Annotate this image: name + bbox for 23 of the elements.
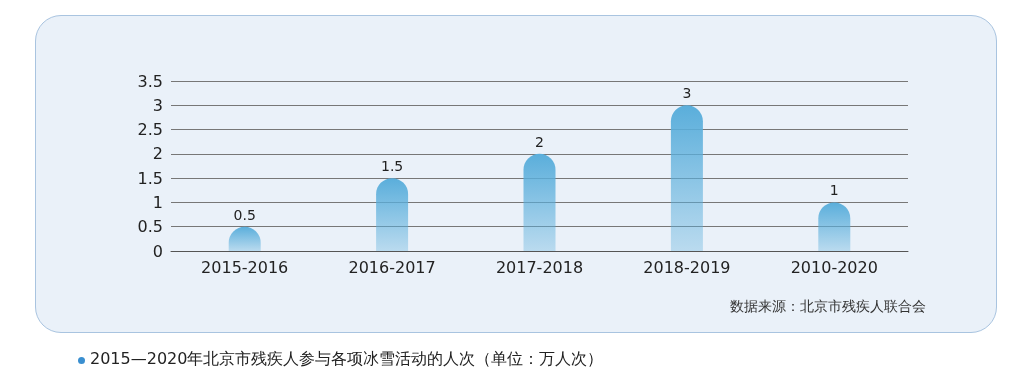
y-tick-label: 1.5 [137,168,163,188]
x-tick-label: 2018-2019 [643,257,731,277]
y-tick-label: 0.5 [137,217,163,237]
y-tick-label: 2.5 [137,120,163,140]
data-label: 2 [535,133,544,150]
bar [376,178,409,251]
y-tick-label: 0 [152,241,163,261]
y-tick-label: 1 [152,192,163,212]
y-tick-label: 3 [152,95,163,115]
source-note: 数据来源：北京市残疾人联合会 [730,298,926,316]
x-tick-label: 2010-2020 [790,257,878,277]
data-label: 1.5 [380,158,404,175]
bar [523,153,556,251]
x-tick-label: 2015-2016 [201,257,289,277]
bar [670,105,703,251]
data-label: 1 [829,182,839,199]
data-label: 3 [682,85,692,102]
text: 2015—2020年北京市残疾人参与各项冰雪活动的人次（单位：万人次） [90,349,604,370]
x-tick-label: 2017-2018 [495,257,584,277]
data-label: 0.5 [233,206,256,223]
y-tick-label: 3.5 [137,71,163,91]
y-tick-label: 2 [152,144,163,164]
x-tick-label: 2016-2017 [348,257,436,277]
